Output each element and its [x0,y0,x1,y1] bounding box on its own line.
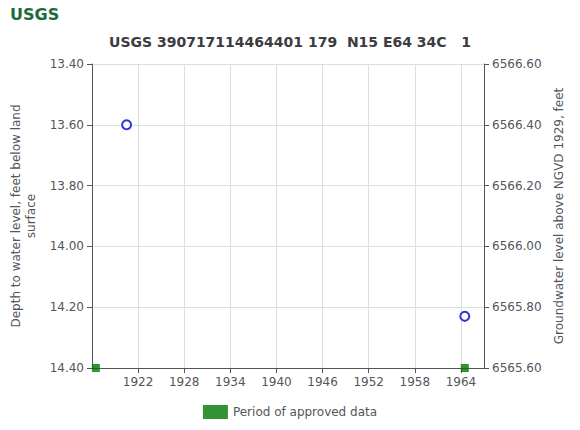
svg-text:13.40: 13.40 [50,57,84,71]
svg-text:14.00: 14.00 [50,239,84,253]
svg-text:surface: surface [24,194,38,238]
svg-text:1922: 1922 [123,375,154,389]
svg-text:USGS: USGS [10,5,59,24]
svg-text:6565.60: 6565.60 [492,361,542,375]
svg-text:Groundwater level above NGVD 1: Groundwater level above NGVD 1929, feet [552,87,566,344]
svg-text:6566.20: 6566.20 [492,179,542,193]
svg-text:1952: 1952 [353,375,384,389]
svg-text:6566.60: 6566.60 [492,57,542,71]
svg-text:6566.00: 6566.00 [492,239,542,253]
svg-text:6566.40: 6566.40 [492,118,542,132]
svg-text:1946: 1946 [307,375,338,389]
svg-text:1934: 1934 [215,375,246,389]
svg-text:14.20: 14.20 [50,300,84,314]
svg-text:13.80: 13.80 [50,179,84,193]
svg-text:13.60: 13.60 [50,118,84,132]
svg-text:1940: 1940 [261,375,292,389]
svg-text:14.40: 14.40 [50,361,84,375]
svg-text:1964: 1964 [446,375,477,389]
svg-text:USGS 390717114464401 179 N15: USGS 390717114464401 179 N15 E64 34C 1 [109,34,471,50]
svg-text:1958: 1958 [400,375,431,389]
svg-text:1928: 1928 [169,375,200,389]
svg-text:Depth to water level, feet bel: Depth to water level, feet below land [9,104,23,327]
svg-text:6565.80: 6565.80 [492,300,542,314]
svg-text:Period of approved data: Period of approved data [233,405,377,419]
